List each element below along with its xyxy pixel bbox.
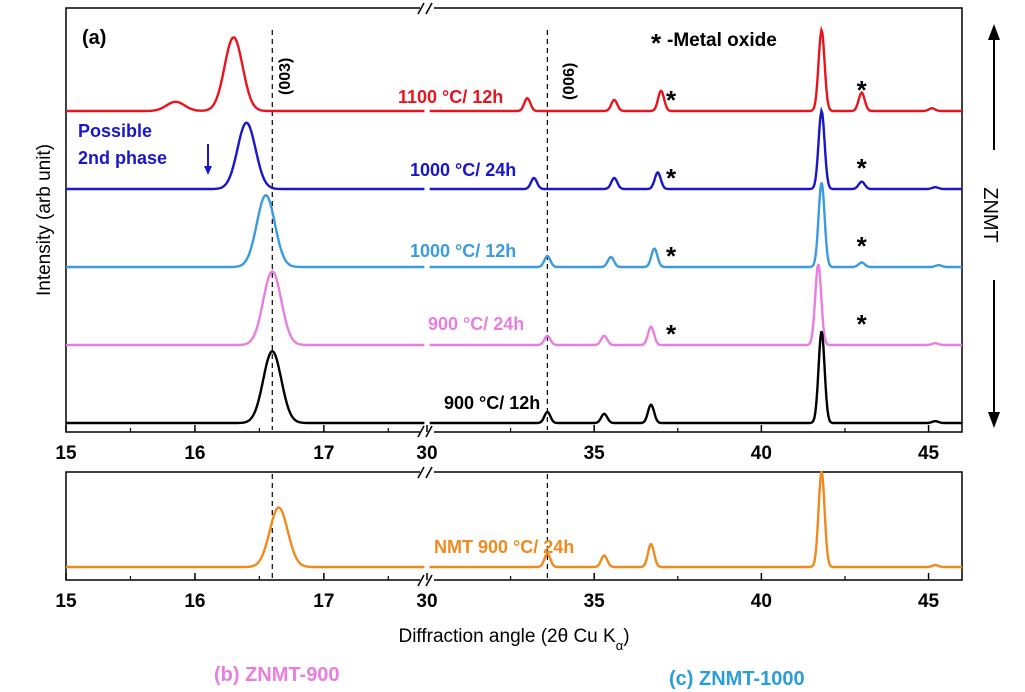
metal-oxide-star: * (666, 163, 677, 193)
peak-label-003: (003) (277, 58, 294, 95)
metal-oxide-star: * (857, 309, 868, 339)
second-phase-annotation: Possible 2nd phase (78, 121, 212, 175)
series-line (429, 263, 962, 347)
y-axis-label: Intensity (arb unit) (34, 144, 55, 296)
series-line (66, 36, 425, 113)
svg-text:Possible: Possible (78, 121, 152, 141)
series-line (66, 270, 425, 347)
caption-b: (b) ZNMT-900 (214, 664, 340, 686)
legend-note: -Metal oxide (667, 30, 777, 51)
x-tick-label: 16 (184, 591, 205, 612)
series-line (429, 330, 962, 425)
peak-label-006: (006) (561, 63, 578, 100)
x-tick-label: 30 (416, 591, 437, 612)
x-tick-label: 17 (313, 443, 334, 464)
x-tick-label: 30 (416, 443, 437, 464)
series-label: NMT 900 °C/ 24h (434, 537, 574, 557)
svg-text:2nd phase: 2nd phase (78, 148, 167, 168)
x-tick-label: 35 (584, 591, 606, 612)
side-label: ZNMT (979, 187, 1001, 243)
x-tick-label: 45 (918, 591, 940, 612)
metal-oxide-star: * (857, 231, 868, 261)
series-label: 900 °C/ 12h (444, 393, 540, 413)
x-axis-label: Diffraction angle (2θ Cu Kα) (398, 626, 629, 653)
caption-c: (c) ZNMT-1000 (669, 668, 805, 690)
series-line (429, 25, 962, 113)
series-line (429, 106, 962, 191)
metal-oxide-star: * (666, 241, 677, 271)
x-tick-label: 15 (55, 591, 77, 612)
series-line (66, 350, 425, 425)
x-tick-label: 40 (751, 443, 772, 464)
series-line (429, 470, 962, 569)
series-label: 900 °C/ 24h (428, 314, 524, 334)
series-label: 1100 °C/ 12h (398, 87, 503, 107)
series-line (66, 193, 425, 269)
down-arrow-icon (988, 412, 1000, 428)
side-arrow: ZNMT (979, 24, 1001, 428)
legend-star: * (651, 28, 662, 58)
metal-oxide-star: * (857, 153, 868, 183)
x-tick-label: 17 (313, 591, 334, 612)
series-line (66, 121, 425, 191)
series-label: 1000 °C/ 24h (410, 160, 516, 180)
axis-break-marks (417, 2, 433, 587)
metal-oxide-star: * (666, 319, 677, 349)
panel-label: (a) (82, 27, 106, 49)
top-plot-frame (65, 7, 963, 433)
x-tick-label: 15 (55, 443, 77, 464)
series-line (66, 506, 425, 569)
metal-oxide-star: * (666, 85, 677, 115)
x-tick-label: 40 (751, 591, 772, 612)
bottom-plot-frame (65, 471, 963, 581)
x-tick-label: 35 (584, 443, 606, 464)
metal-oxide-star: * (857, 75, 868, 105)
up-arrow-icon (988, 24, 1000, 40)
x-tick-label: 45 (918, 443, 940, 464)
series-line (429, 182, 962, 269)
x-tick-label: 16 (184, 443, 205, 464)
series-label: 1000 °C/ 12h (410, 241, 516, 261)
